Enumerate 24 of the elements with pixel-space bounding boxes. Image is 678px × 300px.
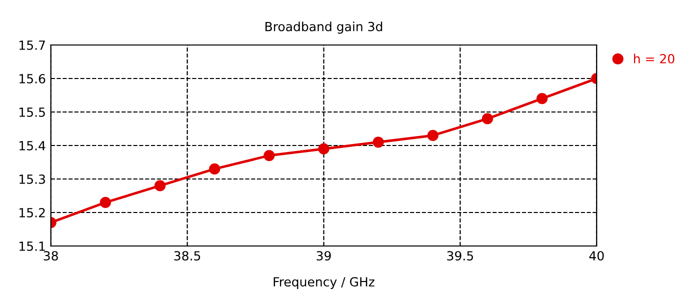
point (536, 93, 548, 104)
point (209, 163, 220, 175)
legend-label: h = 20 (634, 54, 674, 64)
y-tick-label: 15.4 (20, 141, 46, 150)
x-tick-label: 39.5 (447, 251, 474, 261)
y-tick-label: 15.6 (20, 74, 46, 84)
x-tick-label: 39 (316, 251, 331, 261)
y-tick-label: 15.3 (20, 174, 45, 184)
point (372, 136, 384, 148)
point (427, 130, 438, 142)
x-tick-label: 38 (44, 251, 58, 261)
y-tick-label: 15.7 (20, 40, 45, 50)
x-tick-label: 40 (589, 251, 604, 261)
point (154, 180, 166, 192)
point (318, 143, 330, 154)
point (100, 196, 111, 208)
x-tick-label: 38.5 (174, 251, 200, 261)
point (482, 113, 494, 124)
point (264, 150, 275, 162)
y-tick-label: 15.5 (20, 108, 45, 117)
y-tick-label: 15.1 (20, 242, 45, 251)
chart-title: Broadband gain 3d (265, 22, 382, 34)
y-tick-label: 15.2 (20, 208, 45, 218)
x-axis-title: Frequency / GHz (274, 277, 374, 289)
